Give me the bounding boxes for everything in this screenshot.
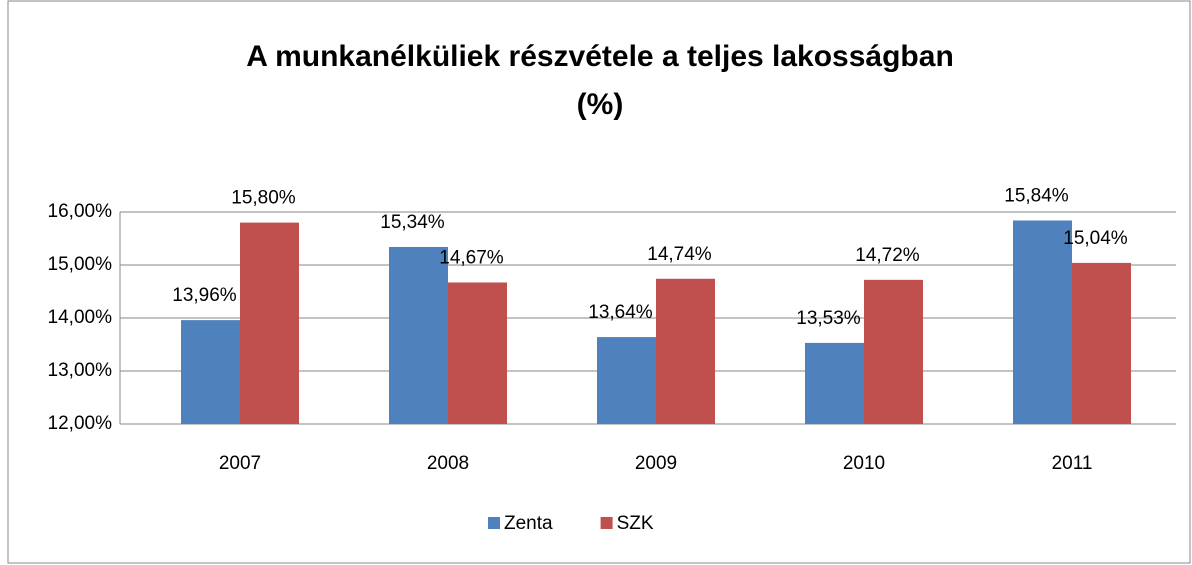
bar — [864, 279, 923, 424]
value-label: 14,67% — [439, 248, 504, 269]
bar — [597, 337, 656, 424]
y-tick-label: 12,00% — [48, 413, 113, 434]
value-label: 13,96% — [172, 285, 237, 306]
value-label: 14,74% — [647, 244, 712, 265]
value-label: 14,72% — [855, 245, 920, 266]
bar — [240, 222, 299, 424]
x-tick-label: 2011 — [1052, 453, 1093, 474]
bar — [1013, 220, 1072, 424]
chart-title: (%) — [577, 88, 624, 121]
bar — [448, 282, 507, 424]
legend-label: Zenta — [504, 513, 553, 534]
y-tick-label: 15,00% — [48, 254, 113, 275]
x-tick-label: 2007 — [219, 453, 261, 474]
y-tick-label: 13,00% — [48, 360, 113, 381]
x-tick-label: 2009 — [635, 453, 677, 474]
y-tick-label: 14,00% — [48, 307, 113, 328]
bar — [1072, 262, 1131, 424]
value-label: 15,04% — [1063, 228, 1128, 249]
bar — [389, 246, 448, 424]
y-tick-label: 16,00% — [48, 201, 113, 222]
value-label: 13,53% — [796, 308, 861, 329]
legend-swatch — [488, 517, 500, 529]
bar — [656, 278, 715, 424]
chart-title: A munkanélküliek részvétele a teljes lak… — [246, 40, 954, 73]
legend-swatch — [600, 517, 613, 529]
legend-label: SZK — [617, 513, 654, 534]
value-label: 13,64% — [588, 302, 653, 323]
chart-border — [7, 0, 1191, 564]
value-label: 15,34% — [380, 212, 445, 233]
bar — [181, 320, 240, 424]
x-tick-label: 2010 — [843, 453, 885, 474]
bar — [805, 342, 864, 424]
value-label: 15,80% — [231, 188, 296, 209]
value-label: 15,84% — [1004, 185, 1069, 206]
x-tick-label: 2008 — [427, 453, 469, 474]
